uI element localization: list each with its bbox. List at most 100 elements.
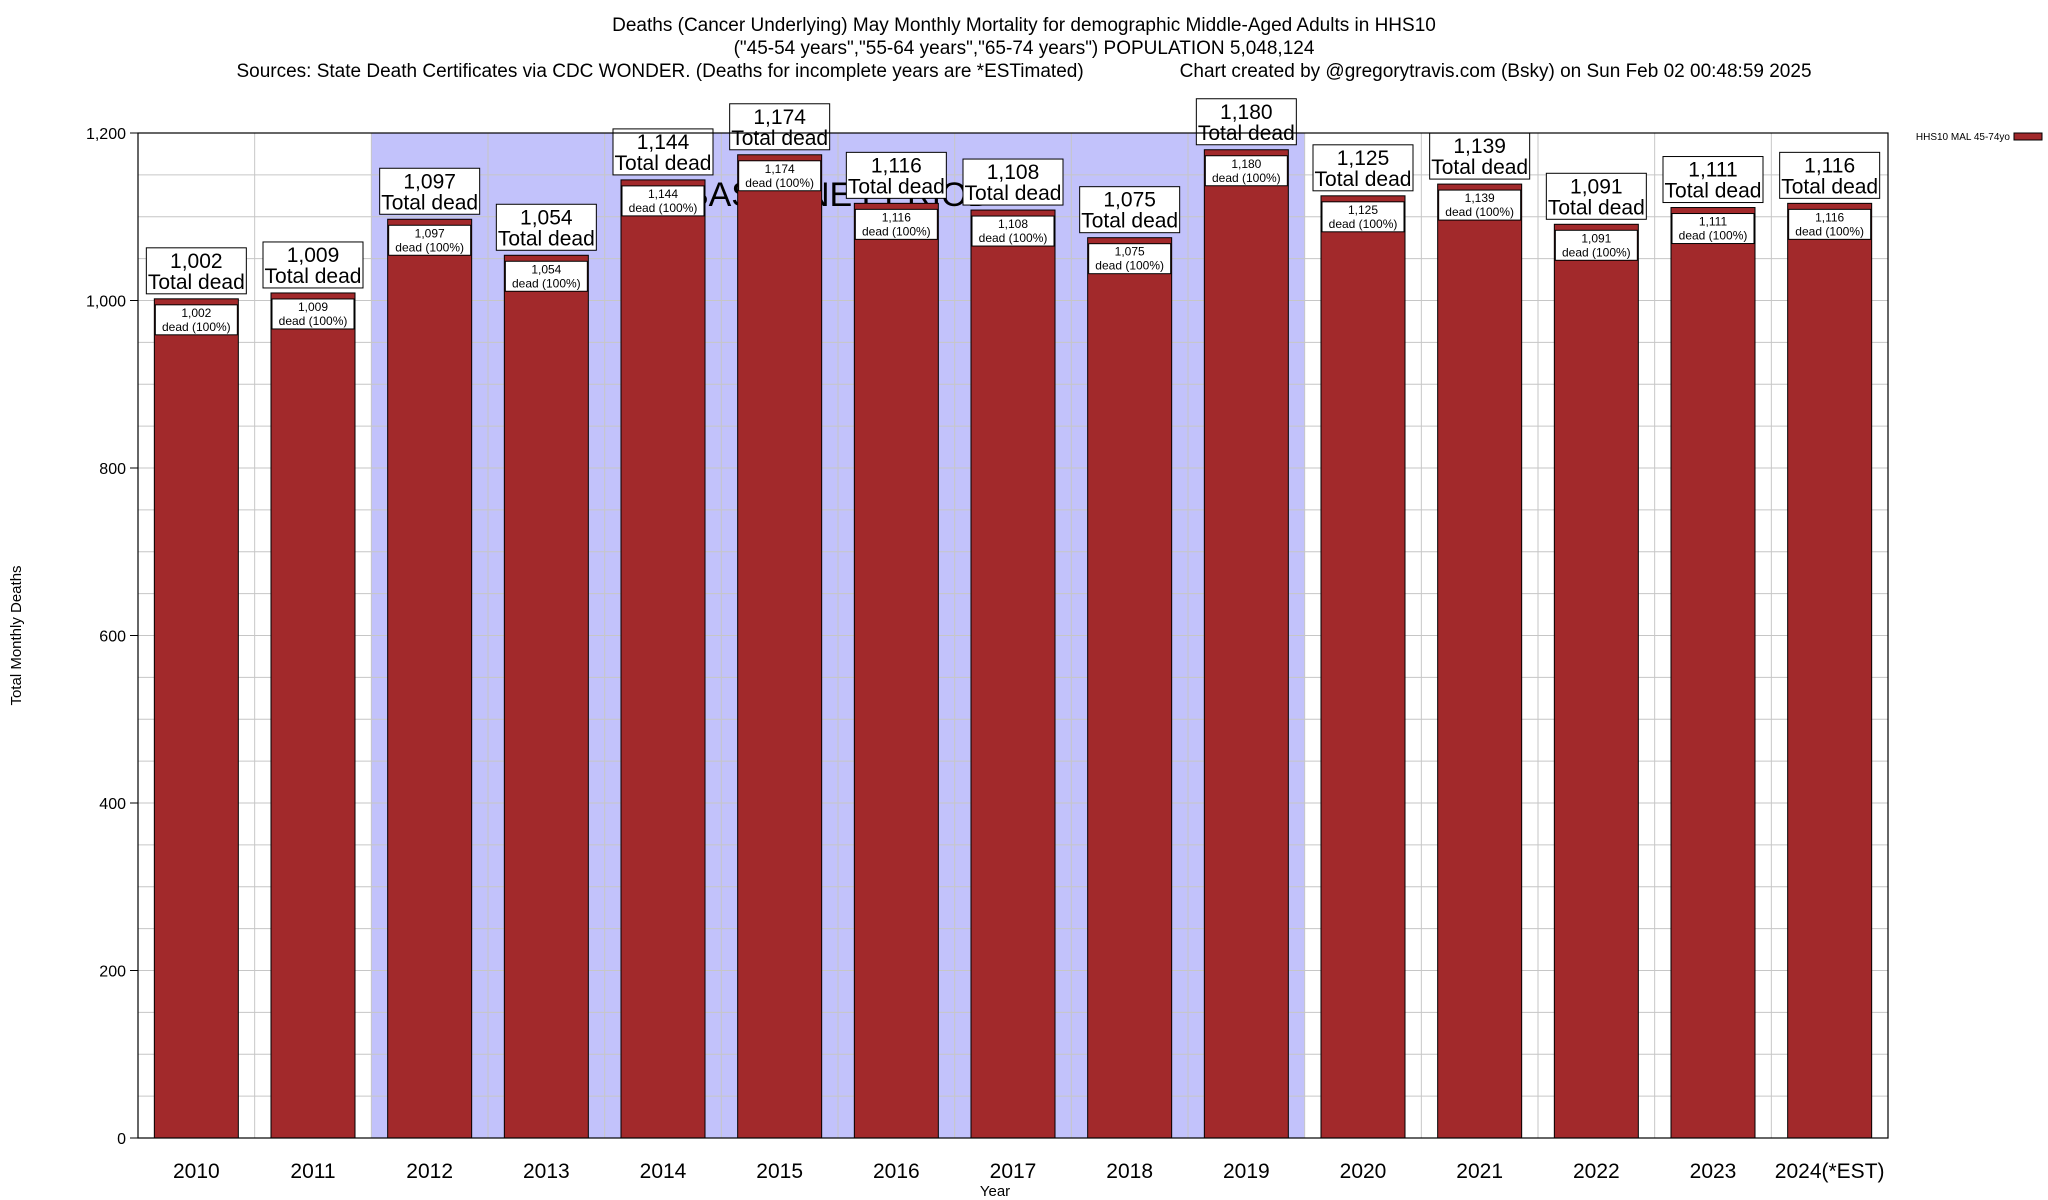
x-tick-label: 2012: [406, 1160, 453, 1183]
total-label-box: [1079, 186, 1181, 234]
bar-total-value: 1,009: [287, 244, 340, 267]
legend-swatch: [2013, 132, 2043, 141]
chart-source-note: Sources: State Death Certificates via CD…: [236, 61, 1084, 82]
bar-total-label: Total dead: [615, 152, 712, 175]
x-tick-label: 2019: [1223, 1160, 1270, 1183]
total-label-box: [962, 158, 1064, 206]
bar: [737, 154, 823, 1139]
bar: [1553, 223, 1639, 1139]
bar: [970, 209, 1056, 1139]
total-label-box: [845, 151, 947, 199]
bar-inner-percent: dead (100%): [512, 276, 581, 290]
x-tick-label: 2017: [990, 1160, 1037, 1183]
bar-inner-percent: dead (100%): [279, 314, 348, 328]
x-tick-label: 2018: [1106, 1160, 1153, 1183]
bar-inner-value: 1,139: [1465, 191, 1495, 205]
x-tick-label: 2013: [523, 1160, 570, 1183]
bar-inner-percent: dead (100%): [629, 201, 698, 215]
x-tick-label: 2022: [1573, 1160, 1620, 1183]
x-tick-label: 2014: [640, 1160, 687, 1183]
bar-inner-value: 1,054: [531, 262, 561, 276]
bar-total-label: Total dead: [1548, 196, 1645, 219]
inner-label-box: [504, 260, 588, 292]
bar-total-label: Total dead: [1431, 156, 1528, 179]
bar-total-label: Total dead: [1665, 180, 1762, 203]
x-tick-label: 2015: [756, 1160, 803, 1183]
bar-total-value: 1,108: [987, 161, 1040, 184]
inner-label-box: [738, 160, 822, 192]
bar-inner-value: 1,108: [998, 217, 1028, 231]
inner-label-box: [388, 224, 472, 256]
bar: [1670, 207, 1756, 1139]
x-tick-label: 2024(*EST): [1775, 1160, 1885, 1183]
bar-total-label: Total dead: [265, 265, 362, 288]
bar-total-label: Total dead: [965, 182, 1062, 205]
bar-inner-percent: dead (100%): [1795, 224, 1864, 238]
bar-inner-percent: dead (100%): [1095, 259, 1164, 273]
bar-inner-value: 1,111: [1699, 215, 1728, 229]
bar-inner-percent: dead (100%): [979, 231, 1048, 245]
total-label-box: [1195, 98, 1297, 146]
inner-label-box: [1088, 243, 1172, 275]
bar-total-value: 1,180: [1220, 101, 1273, 124]
bar-total-label: Total dead: [148, 271, 245, 294]
y-tick-label: 1,200: [86, 126, 126, 143]
chart-title-line-2: ("45-54 years","55-64 years","65-74 year…: [733, 38, 1315, 59]
x-tick-label: 2016: [873, 1160, 920, 1183]
bar-inner-percent: dead (100%): [1679, 229, 1748, 243]
chart-title-line-1: Deaths (Cancer Underlying) May Monthly M…: [612, 15, 1436, 36]
bar: [1203, 149, 1289, 1139]
bar-inner-value: 1,097: [415, 226, 445, 240]
total-label-box: [1545, 172, 1647, 220]
bar-total-value: 1,139: [1453, 135, 1506, 158]
bar-inner-percent: dead (100%): [1562, 245, 1631, 259]
bar-inner-value: 1,075: [1115, 245, 1145, 259]
inner-label-box: [1671, 213, 1755, 245]
bar: [1437, 183, 1523, 1139]
y-tick-label: 200: [99, 964, 126, 981]
y-tick-label: 800: [99, 461, 126, 478]
total-label-box: [495, 203, 597, 251]
bar-total-label: Total dead: [848, 175, 945, 198]
inner-label-box: [621, 185, 705, 217]
x-tick-label: 2011: [290, 1160, 335, 1183]
inner-label-box: [1788, 208, 1872, 240]
bar-total-value: 1,075: [1103, 189, 1156, 212]
y-tick-label: 600: [99, 629, 126, 646]
legend-label: HHS10 MAL 45-74yo: [1916, 132, 2011, 143]
total-label-box: [1312, 144, 1414, 192]
inner-label-box: [271, 298, 355, 330]
bar: [153, 298, 239, 1139]
inner-label-box: [971, 215, 1055, 247]
bar-inner-value: 1,009: [298, 300, 328, 314]
y-tick-label: 1,000: [86, 294, 126, 311]
total-label-box: [1779, 151, 1881, 199]
bar-total-value: 1,174: [753, 106, 806, 129]
bar-total-label: Total dead: [1315, 168, 1412, 191]
bar-total-label: Total dead: [731, 127, 828, 150]
x-tick-label: 2021: [1456, 1160, 1503, 1183]
total-label-box: [145, 247, 247, 295]
inner-label-box: [854, 208, 938, 240]
bar: [853, 202, 939, 1139]
bar-total-value: 1,054: [520, 206, 573, 229]
total-label-box: [1429, 132, 1531, 180]
y-tick-label: 0: [117, 1131, 126, 1148]
bar-inner-value: 1,002: [181, 306, 211, 320]
total-label-box: [612, 128, 714, 176]
bar-inner-percent: dead (100%): [395, 240, 464, 254]
bar: [620, 179, 706, 1139]
bar: [387, 218, 473, 1139]
x-tick-label: 2020: [1340, 1160, 1387, 1183]
bar-total-label: Total dead: [1781, 175, 1878, 198]
bar-total-value: 1,125: [1337, 147, 1390, 170]
bar-inner-percent: dead (100%): [862, 224, 931, 238]
bar-total-value: 1,002: [170, 250, 223, 273]
bar-total-label: Total dead: [381, 191, 478, 214]
y-tick-label: 400: [99, 796, 126, 813]
total-label-box: [379, 167, 481, 215]
x-axis-title: Year: [980, 1183, 1010, 1200]
chart-credit-note: Chart created by @gregorytravis.com (Bsk…: [1179, 61, 1812, 82]
bar-inner-value: 1,116: [1815, 210, 1844, 224]
